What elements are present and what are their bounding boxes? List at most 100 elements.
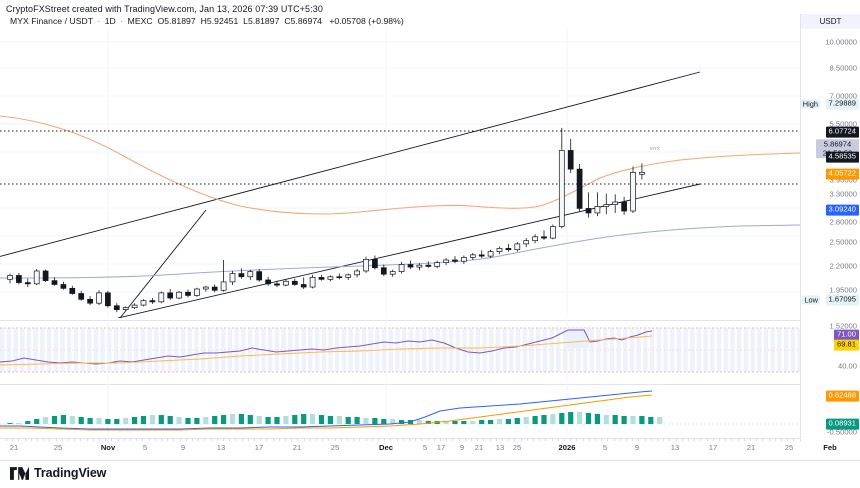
time-axis-label: 13 [495,443,505,452]
histogram-bar-fade [577,412,583,424]
interval-label[interactable]: 1D [104,16,116,26]
symbol-name[interactable]: MYX Finance / USDT [10,16,93,26]
price-scale-axis[interactable]: USDT 10.00000 8.50000 7.00000 5.50000 3.… [800,14,860,438]
histogram-bar-up [505,419,511,424]
histogram-bar-fade [550,414,556,424]
histogram-bar-fade [203,417,209,424]
time-tick [650,439,652,441]
candle-body-down [60,284,67,289]
time-tick [495,439,497,441]
vertical-gridlines [107,28,568,318]
macd-signal-tag: 0.62488 [825,390,859,402]
price-pane[interactable]: MYX [0,28,860,318]
histogram-bar-up [221,415,227,424]
support-level-tag: 4.58535 [825,151,859,163]
candle-body-up [363,259,369,272]
candle-body-down [167,292,174,299]
time-tick [185,439,187,441]
candle-body-up [469,254,476,258]
time-tick [452,439,454,441]
time-tick [781,439,782,441]
time-axis-label: 13 [216,443,226,452]
time-axis-label: 9 [634,443,640,452]
time-axis-label: 25 [784,443,794,452]
attribution-text: CryptoFXStreet created with TradingView.… [6,4,323,14]
trendline-lower [117,183,701,318]
time-tick [446,439,448,441]
candle-body-up [194,288,200,296]
time-tick [99,439,100,441]
histogram-bar-fade [336,416,342,424]
trendline-upper [0,71,701,257]
histogram-bar-up [541,415,547,424]
time-tick [229,439,231,441]
time-tick [192,439,193,441]
rsi-plot-area[interactable] [0,320,800,382]
time-tick [30,439,32,441]
price-tick-390: 3.90000 [829,175,857,185]
high-marker-label: High [800,99,820,109]
rsi-mid-tick: 40.00 [837,361,857,371]
time-tick [278,439,280,441]
histogram-bar-fade [523,417,529,424]
time-tick [471,439,472,441]
histogram-bar-up [399,420,405,424]
time-tick [588,439,590,441]
candle-body-up [550,226,556,239]
ma-orange-tag: 4.05722 [825,168,859,180]
macd-pane[interactable] [0,384,860,436]
candle-body-down [505,248,512,251]
time-tick [223,439,224,441]
histogram-bar-up [51,416,58,424]
time-tick [582,439,584,441]
candle-body-up [389,271,396,275]
time-axis-label: 9 [180,443,186,452]
macd-vertical-grid [107,384,568,436]
tradingview-logo[interactable]: TradingView [10,466,106,480]
price-plot-area[interactable]: MYX [0,28,800,318]
time-tick [378,439,379,441]
time-tick [663,439,665,441]
exchange-label[interactable]: MEXC [127,16,153,26]
candle-body-up [158,292,165,303]
macd-chart-svg [0,384,800,436]
time-tick [539,439,541,441]
time-tick [731,439,733,441]
candle-body-up [229,273,236,283]
candle-body-down [78,293,85,300]
candle-body-down [211,286,218,291]
time-tick [576,439,578,441]
time-axis[interactable]: 21 25 Nov 5 9 13 17 21 25 Dec 5 9 13 17 21 25 2026 5 9 13 17… [0,438,837,461]
time-tick [266,439,268,441]
histogram-bar-up [132,417,138,424]
candle-body-down [87,298,93,304]
histogram-bar-up [648,417,654,424]
candle-body-up [514,243,521,251]
separator-2: · [120,16,124,26]
histogram-bar-up [327,416,333,424]
price-tick-850: 8.50000 [829,63,857,73]
macd-plot-area[interactable] [0,384,800,436]
histogram-bar-up [559,413,565,424]
histogram-bar-up [621,416,627,424]
rsi-pane[interactable] [0,320,860,382]
histogram-bar-up [594,414,600,424]
candle-body-down [585,208,592,214]
time-tick [502,439,503,441]
time-axis-label: Dec [379,443,393,452]
time-axis-label: 17 [436,443,446,452]
histogram-bar-fade [470,421,476,424]
time-tick [303,439,305,441]
time-tick [154,439,156,441]
time-tick [694,439,696,441]
last-price-tag: 6.07724 [825,126,859,138]
time-tick [533,439,534,441]
time-tick [316,439,317,441]
ma-blue-line [0,224,800,279]
tradingview-mark-icon [10,466,29,480]
time-tick [130,439,131,441]
histogram-bar-up [532,416,538,424]
histogram-bar-fade [256,416,262,424]
price-tick-220: 2.20000 [829,261,857,271]
time-axis-label: 25 [53,443,63,452]
